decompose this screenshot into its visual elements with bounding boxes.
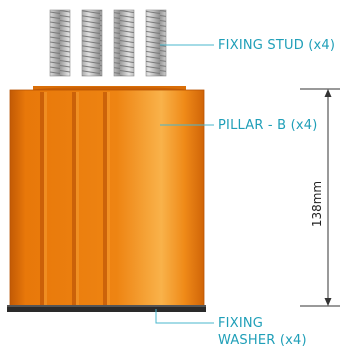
fixing-stud-2 [81, 9, 103, 77]
fixing-studs [49, 9, 167, 77]
fixing-stud-3 [113, 9, 135, 77]
fixing-washer-label-line2: WASHER (x4) [218, 333, 307, 348]
pillar-segment-divider [103, 92, 107, 306]
dimension-arrow-top [324, 89, 332, 97]
fixing-stud-4 [145, 9, 167, 77]
leader-lines [155, 44, 214, 324]
washer-leader-line [155, 309, 214, 324]
pillar-body [9, 89, 205, 307]
dimension-arrow-bottom [324, 298, 332, 306]
fixing-stud-1 [49, 9, 71, 77]
fixing-stud-label: FIXING STUD (x4) [218, 38, 336, 53]
pillar-segment-divider [72, 92, 76, 306]
fixing-washer-label-line1: FIXING [218, 316, 264, 331]
height-dimension [300, 88, 340, 307]
fixing-washer [7, 305, 206, 312]
height-dimension-label: 138mm [310, 180, 324, 228]
pillar-label: PILLAR - B (x4) [218, 118, 318, 133]
pillar-segment-divider [40, 92, 44, 306]
